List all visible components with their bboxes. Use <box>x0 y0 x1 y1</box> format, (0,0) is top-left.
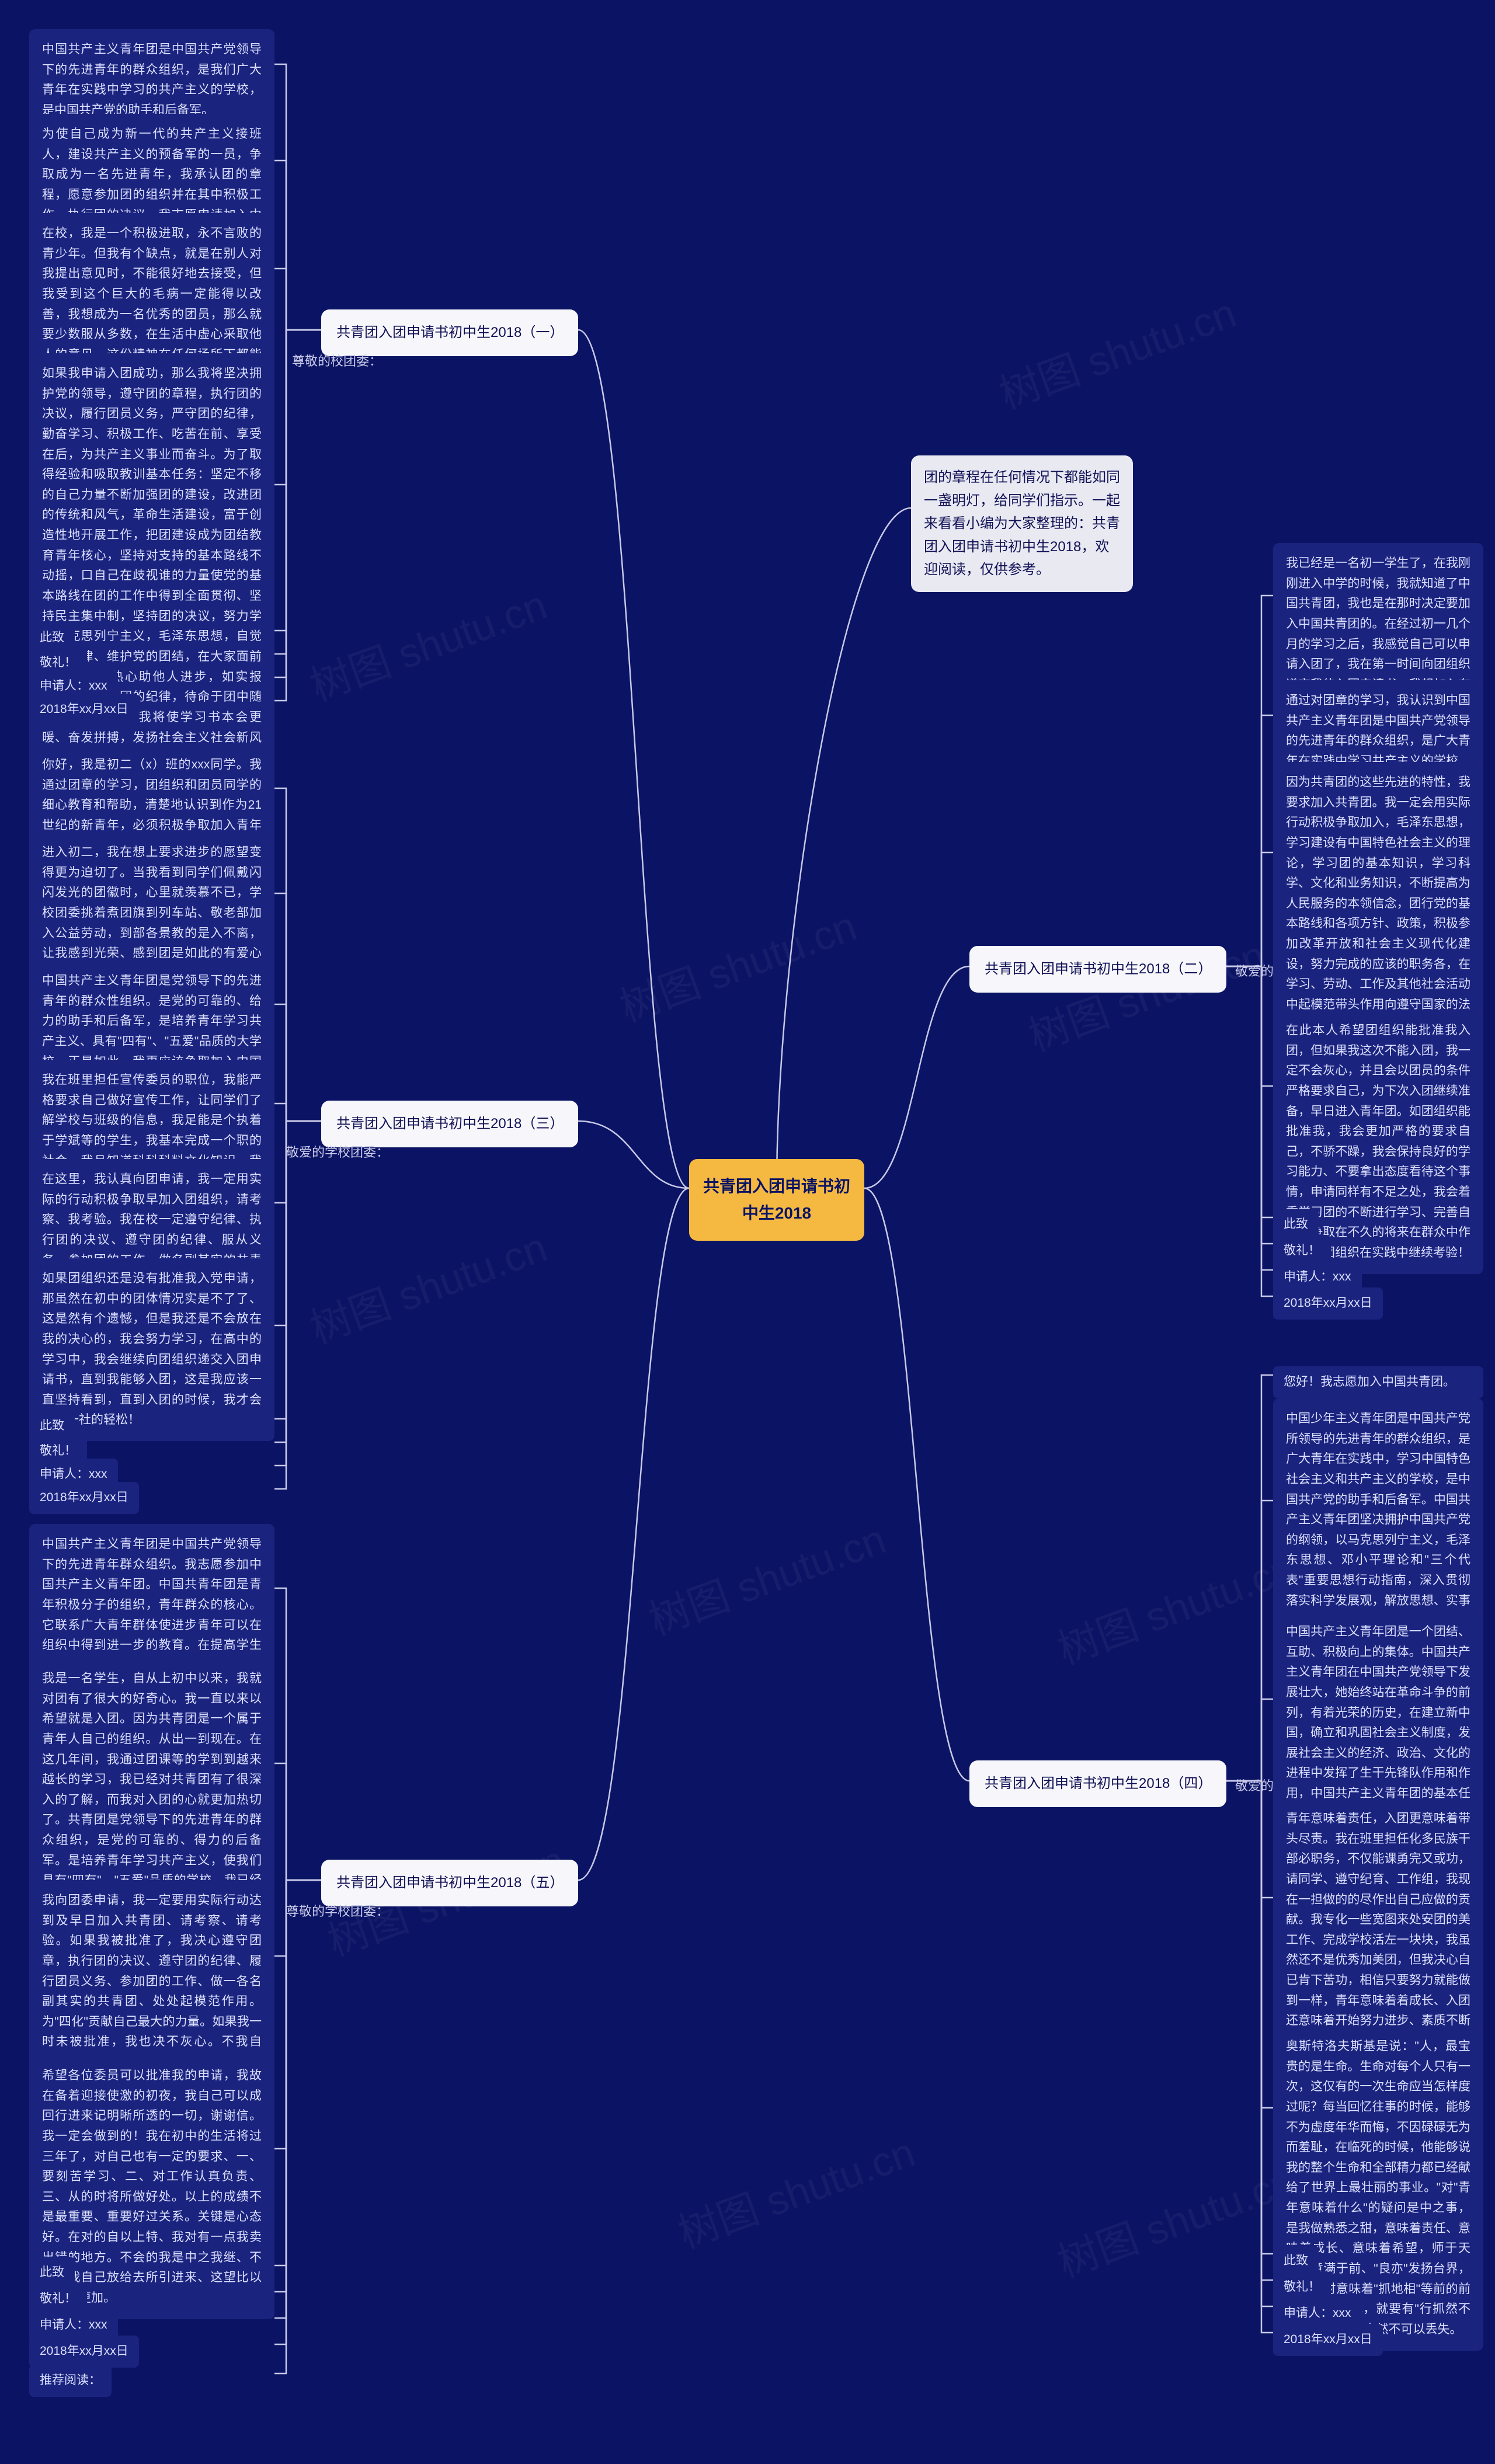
leaf-b4-1: 您好！我志愿加入中国共青团。 <box>1273 1366 1483 1398</box>
leaf-b1-8: 2018年xx月xx日 <box>29 694 139 726</box>
branch-4: 共青团入团申请书初中生2018（四） <box>969 1760 1226 1807</box>
leaf-b5-8: 2018年xx月xx日 <box>29 2336 139 2368</box>
center-node: 共青团入团申请书初中生2018 <box>689 1159 864 1241</box>
leaf-b5-9: 推荐阅读： <box>29 2365 112 2397</box>
leaf-b2-8: 2018年xx月xx日 <box>1273 1287 1383 1320</box>
branch-3-salute: 敬爱的学校团委： <box>286 1139 389 1167</box>
branch-1-salute: 尊敬的校团委： <box>292 347 382 375</box>
leaf-b1-4: 如果我申请入团成功，那么我将坚决拥护党的领导，遵守团的章程，执行团的决议，履行团… <box>29 353 274 799</box>
intro-node: 团的章程在任何情况下都能如同一盏明灯，给同学们指示。一起来看看小编为大家整理的：… <box>911 455 1133 592</box>
branch-2: 共青团入团申请书初中生2018（二） <box>969 946 1226 993</box>
leaf-b3-10: 2018年xx月xx日 <box>29 1482 139 1514</box>
branch-5-salute: 尊敬的学校团委： <box>286 1898 389 1926</box>
leaf-b4-9: 2018年xx月xx日 <box>1273 2324 1383 2356</box>
